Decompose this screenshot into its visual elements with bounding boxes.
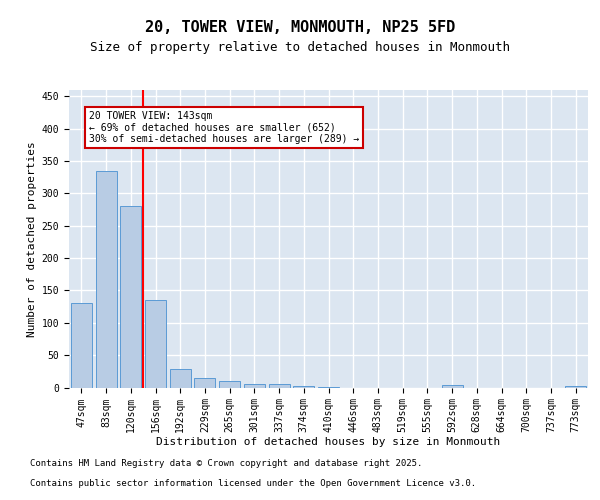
Bar	[269, 384, 290, 388]
Bar	[120, 206, 141, 388]
Text: 20, TOWER VIEW, MONMOUTH, NP25 5FD: 20, TOWER VIEW, MONMOUTH, NP25 5FD	[145, 20, 455, 35]
Bar	[219, 381, 240, 388]
Bar	[442, 385, 463, 388]
Bar	[194, 378, 215, 388]
Bar	[293, 386, 314, 388]
Text: Size of property relative to detached houses in Monmouth: Size of property relative to detached ho…	[90, 41, 510, 54]
Y-axis label: Number of detached properties: Number of detached properties	[28, 141, 37, 336]
Bar	[170, 370, 191, 388]
Bar	[565, 386, 586, 388]
Bar	[145, 300, 166, 388]
Bar	[318, 387, 339, 388]
Text: 20 TOWER VIEW: 143sqm
← 69% of detached houses are smaller (652)
30% of semi-det: 20 TOWER VIEW: 143sqm ← 69% of detached …	[89, 110, 359, 144]
Bar	[95, 171, 116, 388]
Bar	[244, 384, 265, 388]
X-axis label: Distribution of detached houses by size in Monmouth: Distribution of detached houses by size …	[157, 436, 500, 446]
Bar	[71, 304, 92, 388]
Text: Contains public sector information licensed under the Open Government Licence v3: Contains public sector information licen…	[30, 480, 476, 488]
Text: Contains HM Land Registry data © Crown copyright and database right 2025.: Contains HM Land Registry data © Crown c…	[30, 460, 422, 468]
